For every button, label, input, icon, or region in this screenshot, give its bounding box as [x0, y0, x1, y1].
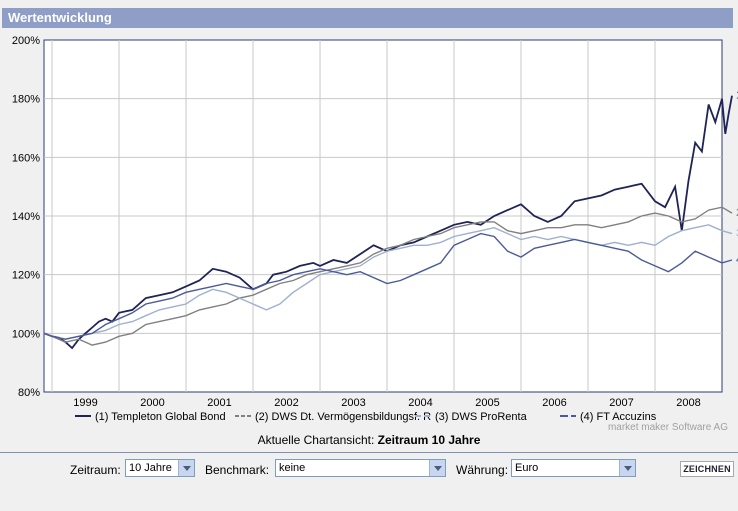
chart-view-caption: Aktuelle Chartansicht: Zeitraum 10 Jahre	[0, 433, 738, 447]
series-end-label: 1	[736, 90, 738, 102]
y-tick-label: 200%	[12, 35, 40, 47]
chevron-down-icon[interactable]	[429, 460, 445, 476]
waehrung-value: Euro	[515, 462, 539, 474]
y-tick-label: 120%	[12, 270, 40, 282]
benchmark-value: keine	[279, 462, 306, 474]
chevron-down-icon[interactable]	[178, 460, 194, 476]
x-tick-label: 2001	[207, 397, 231, 409]
zeitraum-select[interactable]: 10 Jahre	[125, 459, 195, 477]
series-end-label: 3	[736, 228, 738, 240]
legend-item: (3) DWS ProRenta	[415, 411, 528, 423]
x-tick-label: 2002	[274, 397, 298, 409]
x-tick-label: 2007	[609, 397, 633, 409]
waehrung-label: Währung:	[456, 463, 509, 477]
series-line	[43, 224, 733, 340]
series-end-label: 4	[736, 254, 738, 266]
legend-label: (2) DWS Dt. Vermögensbildungsf. R	[255, 411, 431, 423]
y-tick-label: 80%	[18, 387, 40, 399]
legend-item: (2) DWS Dt. Vermögensbildungsf. R	[235, 411, 431, 423]
x-tick-label: 2003	[341, 397, 365, 409]
zeitraum-value: 10 Jahre	[129, 462, 172, 474]
benchmark-label: Benchmark:	[205, 463, 270, 477]
x-tick-label: 1999	[73, 397, 97, 409]
legend-item: (4) FT Accuzins	[560, 411, 657, 423]
y-tick-label: 160%	[12, 152, 40, 164]
series-line	[43, 206, 733, 346]
x-tick-label: 2008	[676, 397, 700, 409]
chevron-down-icon[interactable]	[619, 460, 635, 476]
legend-label: (4) FT Accuzins	[580, 411, 657, 423]
x-tick-label: 2000	[140, 397, 164, 409]
waehrung-select[interactable]: Euro	[511, 459, 636, 477]
legend-label: (1) Templeton Global Bond	[95, 411, 226, 423]
zeichnen-button[interactable]: ZEICHNEN	[680, 461, 734, 477]
performance-chart: 200% 180% 160% 140% 120% 100% 80% 1999 2000 2001 2…	[12, 35, 738, 430]
y-tick-label: 180%	[12, 94, 40, 106]
x-tick-label: 2004	[408, 397, 432, 409]
divider	[0, 452, 738, 453]
series-line	[43, 232, 733, 340]
legend-item: (1) Templeton Global Bond	[75, 411, 226, 423]
watermark-text: market maker Software AG	[608, 422, 728, 430]
y-tick-label: 100%	[12, 328, 40, 340]
chart-panel-title: Wertentwicklung	[2, 8, 733, 28]
y-tick-label: 140%	[12, 211, 40, 223]
caption-prefix: Aktuelle Chartansicht:	[257, 433, 375, 447]
chart-controls: Zeitraum: 10 Jahre Benchmark: keine Währ…	[0, 459, 738, 481]
x-tick-label: 2006	[542, 397, 566, 409]
x-tick-label: 2005	[475, 397, 499, 409]
legend-label: (3) DWS ProRenta	[435, 411, 528, 423]
zeitraum-label: Zeitraum:	[70, 463, 121, 477]
series-end-label: 2	[736, 207, 738, 219]
caption-value: Zeitraum 10 Jahre	[377, 433, 481, 447]
benchmark-select[interactable]: keine	[275, 459, 446, 477]
